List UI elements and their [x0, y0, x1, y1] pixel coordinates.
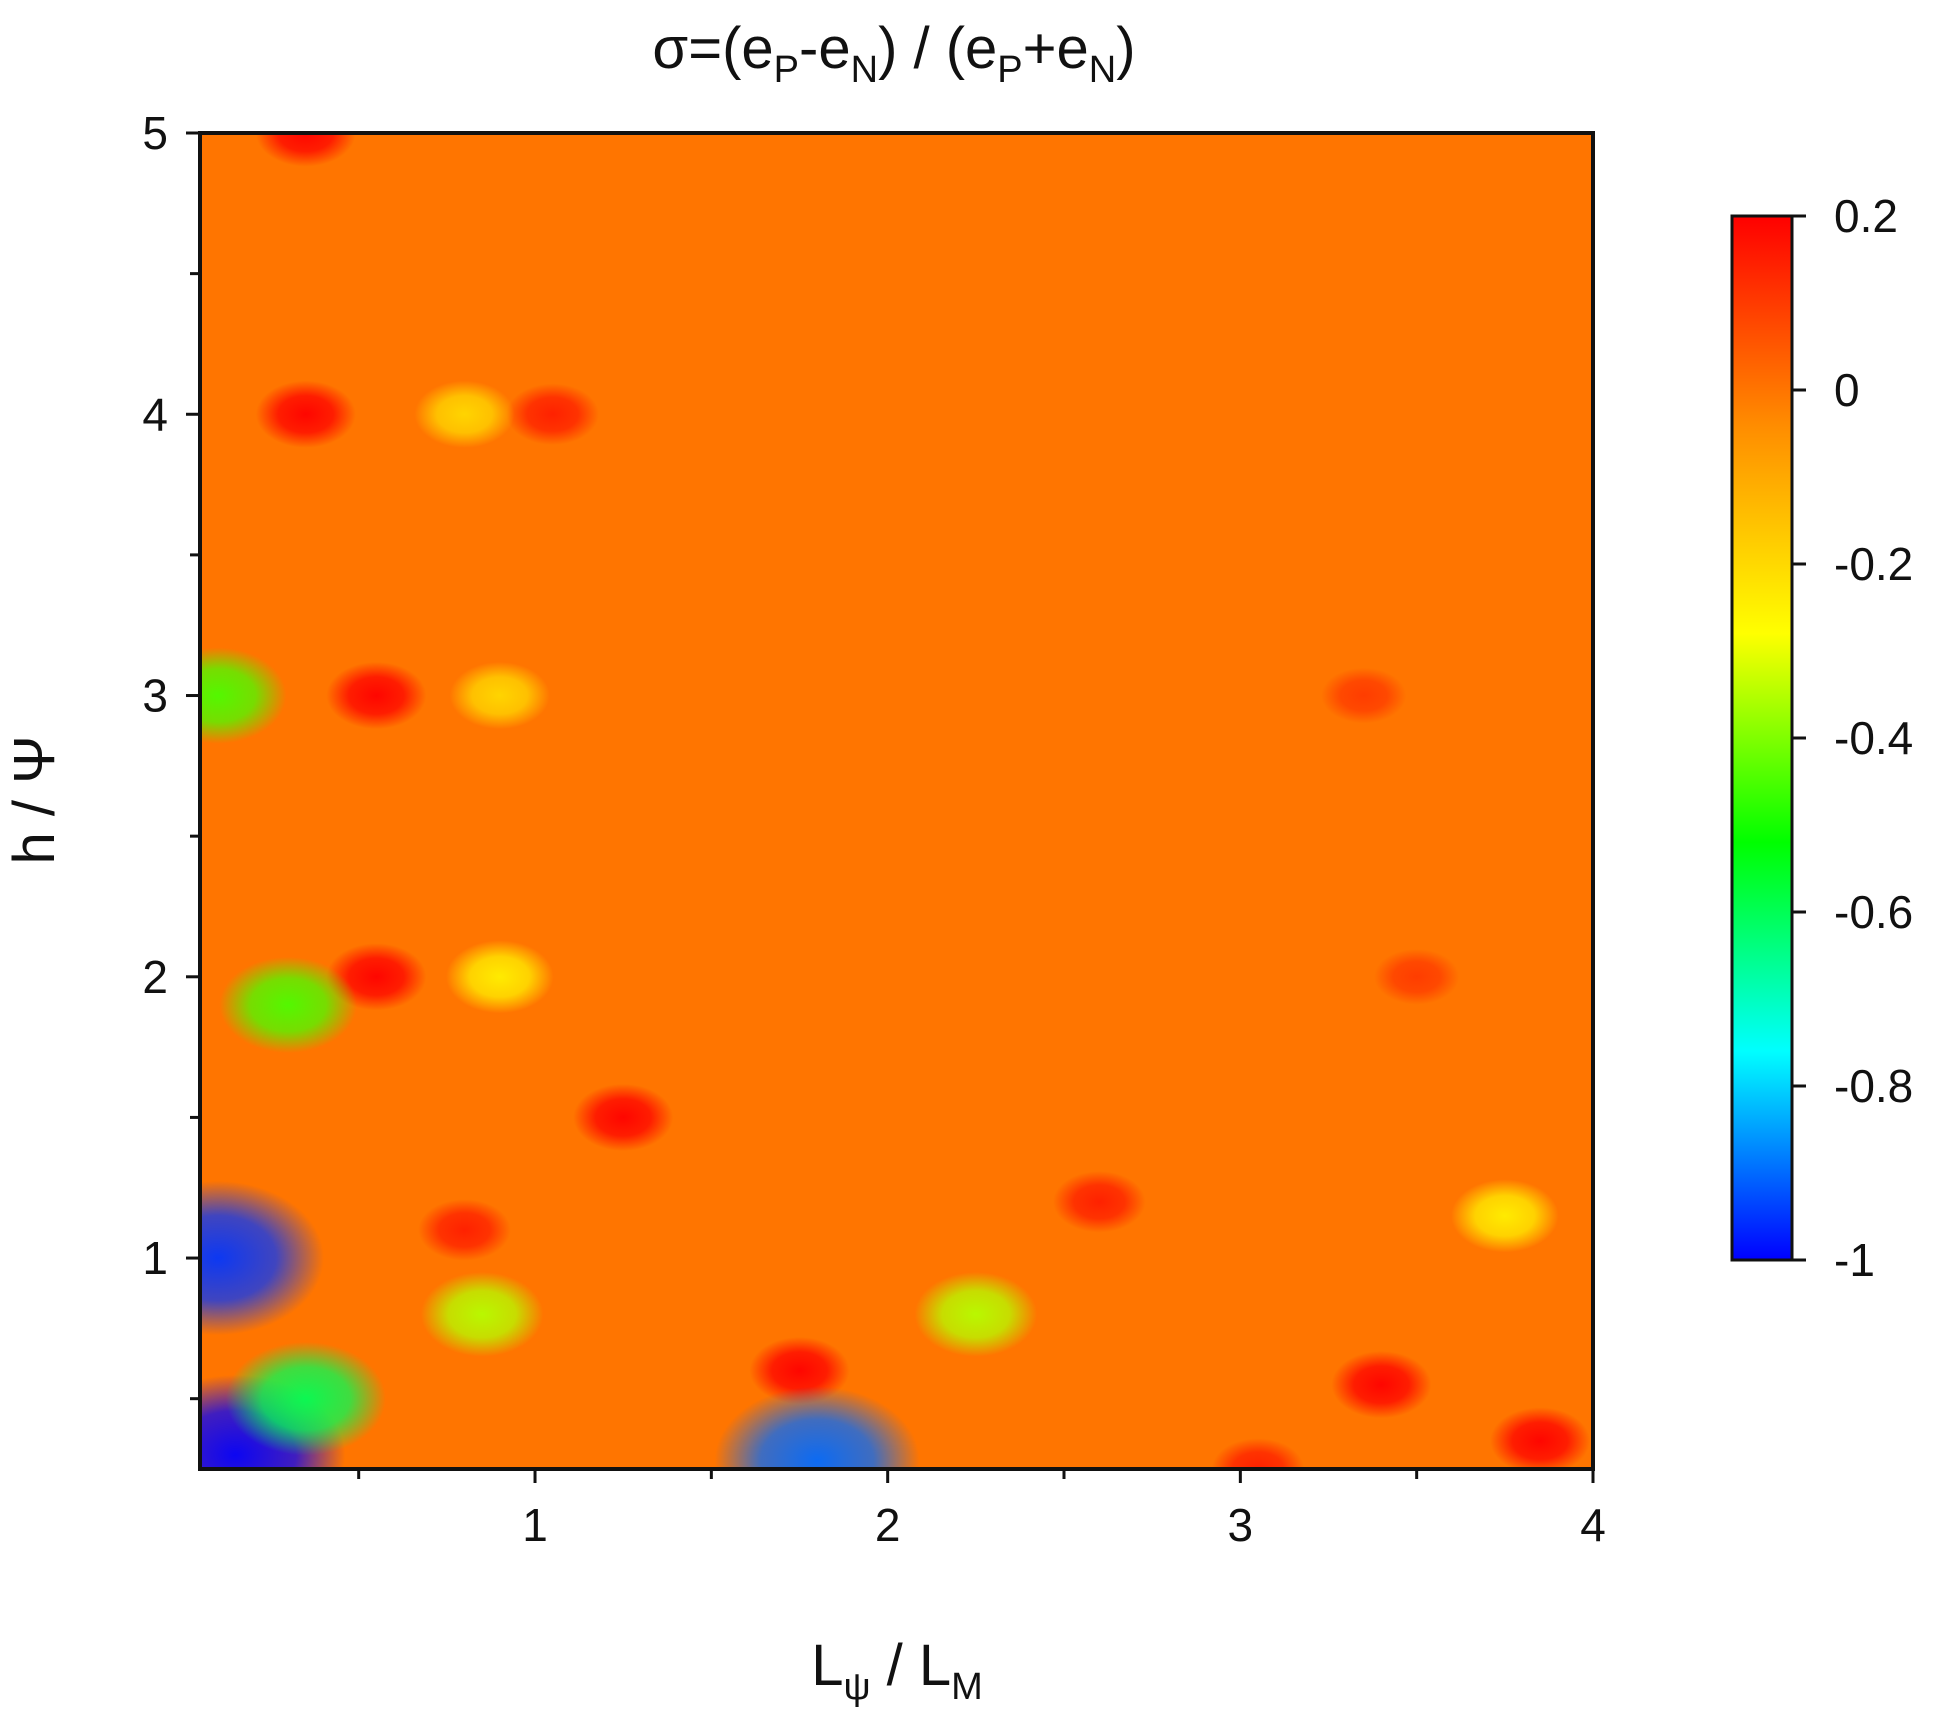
heatmap-cell [1211, 1438, 1305, 1469]
heatmap-cell [420, 1272, 544, 1357]
heatmap-cell [449, 661, 550, 730]
y-axis: 1 2 3 4 5 [142, 107, 200, 1401]
colorbar-tick-label: 0.2 [1834, 190, 1898, 242]
x-tick-label: 4 [1580, 1499, 1606, 1551]
colorbar-tick-label: -0.6 [1834, 886, 1913, 938]
colorbar: 0.2 0 -0.2 -0.4 -0.6 -0.8 -1 [1730, 190, 1913, 1286]
y-tick-label: 4 [142, 388, 168, 440]
x-tick-label: 2 [875, 1499, 901, 1551]
heatmap-cell [414, 380, 515, 448]
heatmap-cell [914, 1272, 1038, 1357]
x-axis: 1 2 3 4 [357, 1469, 1606, 1551]
y-tick-label: 1 [142, 1232, 168, 1284]
heatmap-cell [1321, 667, 1407, 724]
heatmap-area [198, 131, 1595, 1471]
chart-title: σ=(eP-eN) / (eP+eN) [652, 16, 1135, 91]
heatmap-cell [714, 1386, 920, 1469]
plot-border [198, 131, 1595, 1471]
heatmap-cell [1053, 1171, 1146, 1233]
heatmap-cell [200, 1180, 324, 1336]
heatmap-cell [418, 1199, 511, 1261]
x-tick-label: 1 [522, 1499, 548, 1551]
y-axis-label: h / Ψ [2, 735, 67, 864]
y-tick-label: 3 [142, 670, 168, 722]
heatmap-cell [255, 380, 356, 448]
x-tick-label: 3 [1228, 1499, 1254, 1551]
heatmap-cell [1490, 1407, 1591, 1469]
heatmap-cell [446, 940, 554, 1014]
heatmap-background [200, 133, 1593, 1469]
heatmap-cell [1451, 1179, 1559, 1253]
colorbar-tick-label: -0.4 [1834, 712, 1913, 764]
x-axis-label: Lψ / LM [811, 1633, 983, 1708]
heatmap-cell [219, 956, 357, 1054]
heatmap-cell [326, 661, 427, 730]
colorbar-tick-label: 0 [1834, 364, 1860, 416]
heatmap-cell [225, 1341, 386, 1456]
heatmap-cell [573, 1083, 674, 1152]
colorbar-gradient [1732, 216, 1792, 1260]
heatmap-cell [200, 647, 287, 744]
y-tick-label: 5 [142, 107, 168, 159]
heatmap-cell [1374, 948, 1460, 1005]
colorbar-tick-label: -0.8 [1834, 1060, 1913, 1112]
colorbar-tick-label: -0.2 [1834, 538, 1913, 590]
colorbar-tick-label: -1 [1834, 1234, 1875, 1286]
y-tick-label: 2 [142, 951, 168, 1003]
heatmap-cell [1331, 1351, 1432, 1419]
heatmap-cell [255, 133, 356, 167]
heatmap-cell [506, 383, 599, 445]
